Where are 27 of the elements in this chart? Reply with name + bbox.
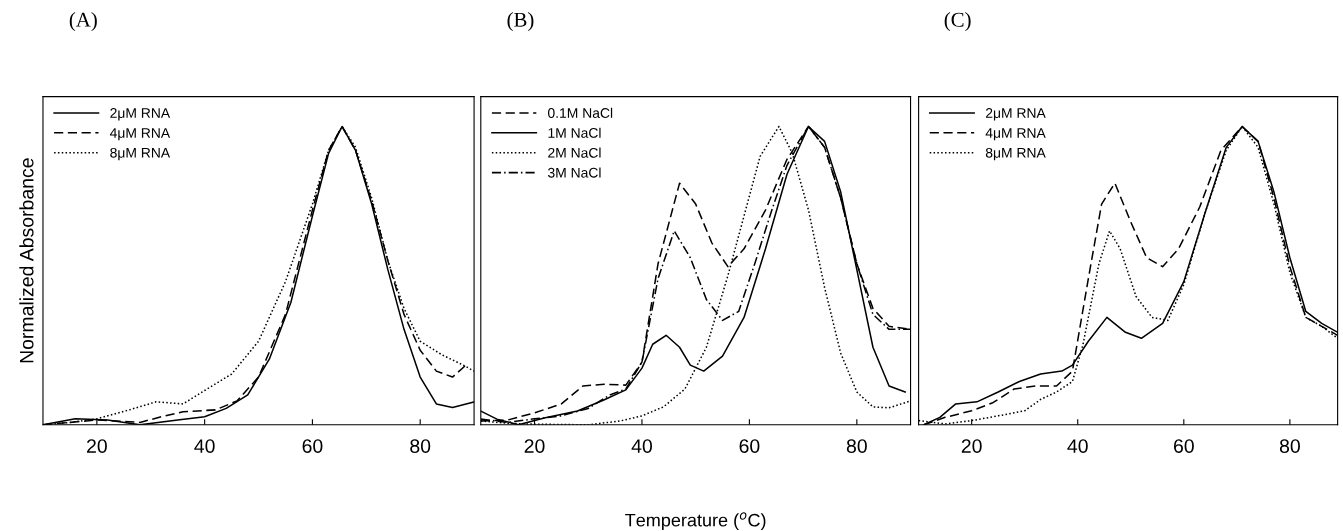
legend-label: 4μM RNA	[985, 128, 1046, 141]
x-tick-label: 40	[194, 439, 215, 453]
chart-title: (C)	[944, 12, 971, 32]
x-axis-title: Temperature ($^{o}$C)	[625, 512, 766, 531]
legend-label: 8μM RNA	[110, 147, 171, 161]
legend-label: 2μM RNA	[985, 108, 1046, 121]
legend-label: 3M NaCl	[547, 167, 601, 178]
x-tick-label: 80	[1279, 439, 1300, 453]
x-tick-label: 60	[302, 439, 323, 453]
x-tick-label: 20	[961, 439, 982, 453]
x-tick-label: 20	[87, 439, 107, 453]
x-tick-label: 40	[1067, 439, 1088, 453]
legend-label: 8μM RNA	[985, 147, 1046, 161]
legend-label: 2M NaCl	[548, 147, 601, 158]
x-tick-label: 40	[631, 439, 653, 453]
x-tick-label: 80	[846, 439, 867, 453]
x-tick-label: 80	[410, 439, 431, 453]
chart-title: (A)	[69, 12, 97, 32]
legend-label: 1M NaCl	[548, 127, 601, 138]
chart-title: (B)	[507, 12, 534, 32]
legend-label: 2μM RNA	[110, 108, 171, 121]
x-tick-label: 20	[524, 439, 545, 453]
legend-label: 4μM RNA	[109, 128, 171, 141]
legend-label: 0.1M NaCl	[548, 107, 613, 118]
x-tick-label: 60	[1173, 439, 1194, 453]
y-axis-title: Normalized Absorbance	[19, 158, 34, 363]
x-tick-label: 60	[739, 439, 760, 453]
